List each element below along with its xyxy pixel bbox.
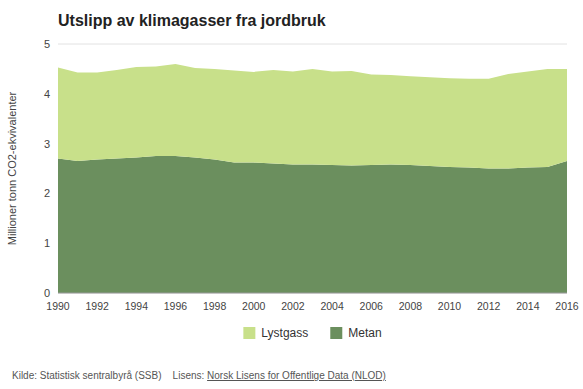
footnote: Kilde: Statistisk sentralbyrå (SSB) Lise… bbox=[12, 370, 207, 381]
grid-line bbox=[58, 44, 567, 45]
area bbox=[58, 156, 567, 293]
y-tick-label: 3 bbox=[44, 138, 50, 150]
title: Utslipp av klimagasser fra jordbruk bbox=[58, 12, 326, 29]
x-tick-label: 2004 bbox=[320, 300, 344, 312]
y-tick-label: 2 bbox=[44, 187, 50, 199]
x-tick-label: 2000 bbox=[242, 300, 266, 312]
area bbox=[58, 64, 567, 169]
chart: Utslipp av klimagasser fra jordbruk Milli… bbox=[0, 0, 583, 389]
x-axis-line bbox=[58, 293, 567, 294]
y-tick-label: 5 bbox=[44, 38, 50, 50]
legend-swatch bbox=[330, 327, 342, 339]
x-tick-label: 1996 bbox=[164, 300, 188, 312]
y-tick-label: 1 bbox=[44, 237, 50, 249]
x-tick-label: 2008 bbox=[399, 300, 423, 312]
legend: Lystgass Metan bbox=[243, 326, 381, 340]
x-tick-label: 2002 bbox=[281, 300, 305, 312]
grid-line bbox=[58, 293, 567, 294]
x-tick-label: 1998 bbox=[203, 300, 227, 312]
x-tick-label: 2006 bbox=[360, 300, 384, 312]
y-axis-label: Millioner tonn CO2-ekvivalenter bbox=[6, 91, 18, 245]
footnote: Norsk Lisens for Offentlige Data (NLOD) bbox=[207, 370, 386, 381]
legend-label: Metan bbox=[348, 326, 381, 340]
areas bbox=[58, 64, 567, 293]
x-tick-label: 1990 bbox=[46, 300, 70, 312]
x-tick-label: 2016 bbox=[555, 300, 579, 312]
legend-swatch bbox=[243, 327, 255, 339]
x-tick-label: 1994 bbox=[125, 300, 149, 312]
x-tick-label: 1992 bbox=[85, 300, 109, 312]
legend-label: Lystgass bbox=[261, 326, 308, 340]
x-tick-label: 2010 bbox=[438, 300, 462, 312]
grid bbox=[58, 44, 567, 293]
y-tick-label: 0 bbox=[44, 287, 50, 299]
x-tick-label: 2014 bbox=[516, 300, 540, 312]
x-tick-label: 2012 bbox=[477, 300, 501, 312]
y-tick-label: 4 bbox=[44, 88, 50, 100]
